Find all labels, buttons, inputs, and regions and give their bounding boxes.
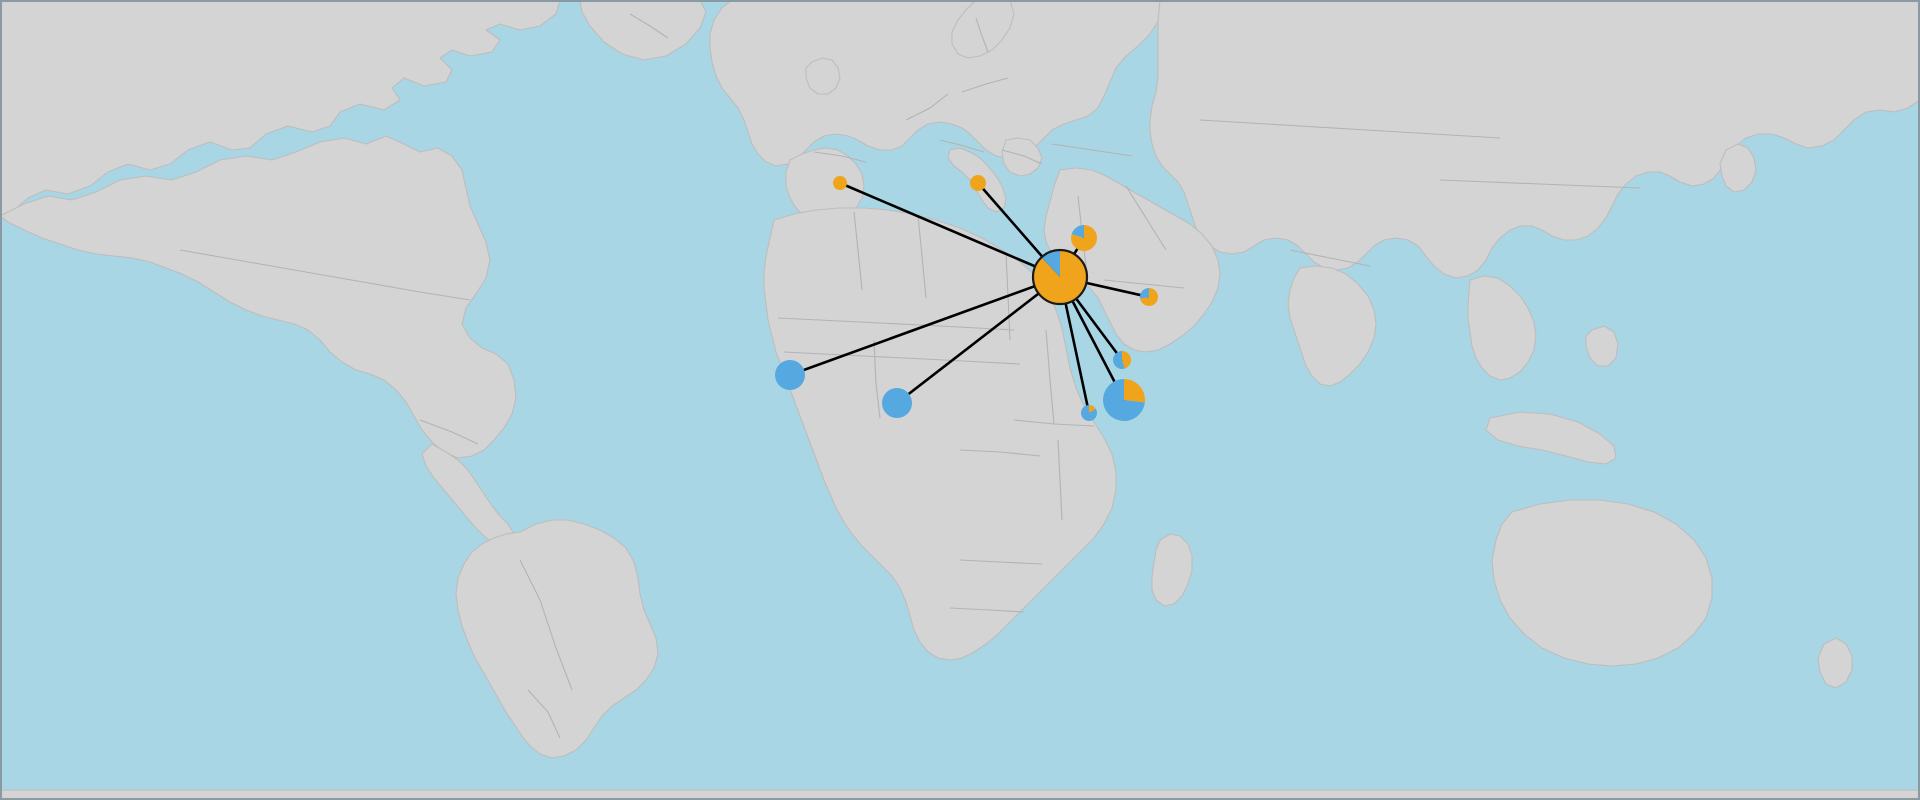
land-japan: [1719, 143, 1757, 193]
border-sahel-horizontal: [777, 317, 1015, 331]
land-antarctica-strip: [0, 789, 1920, 800]
border-greenland-inner: [629, 13, 669, 39]
land-new-zealand: [1817, 637, 1853, 689]
node-levant[interactable]: [1071, 225, 1097, 251]
node-italy-wedge-0: [970, 175, 986, 191]
node-nigeria[interactable]: [882, 388, 912, 418]
border-nigeria-west: [873, 339, 881, 419]
node-south-sudan-wedge-0: [1089, 405, 1096, 413]
node-south-sudan[interactable]: [1081, 405, 1097, 421]
land-british-isles: [805, 57, 841, 95]
border-maghreb-2: [917, 215, 927, 299]
land-balkans-greece: [1001, 137, 1043, 177]
border-poland: [961, 77, 1009, 93]
land-south-america: [455, 519, 659, 759]
border-usa-canada: [179, 249, 471, 301]
country-border-layer: [179, 13, 1641, 739]
border-balkans: [1001, 149, 1043, 165]
egypt-hub-outline: [1031, 248, 1089, 306]
flow-nodes-layer: [775, 175, 1158, 421]
land-greenland: [579, 0, 707, 61]
border-arabia: [1103, 279, 1185, 289]
node-ethiopia[interactable]: [1103, 379, 1145, 421]
node-saudi-arabia-wedge-1: [1140, 288, 1149, 299]
land-australia: [1491, 499, 1713, 667]
node-guinea-wedge-1: [775, 360, 805, 390]
node-nigeria-wedge-1: [882, 388, 912, 418]
border-sahel-2: [783, 351, 1021, 365]
land-southeast-asia: [1467, 275, 1537, 381]
border-sudan-ssudan: [1013, 419, 1095, 427]
land-indonesia: [1485, 411, 1617, 465]
border-argentina: [527, 689, 561, 739]
land-asia: [1149, 0, 1920, 279]
border-usa-mexico: [419, 419, 479, 445]
node-guinea[interactable]: [775, 360, 805, 390]
edge-hub-spain[interactable]: [838, 181, 1062, 279]
node-italy[interactable]: [970, 175, 986, 191]
egypt-hub-wedge-1: [1041, 250, 1060, 277]
border-india-north: [1289, 249, 1371, 267]
border-russia-south: [1199, 119, 1501, 139]
egypt-hub[interactable]: [1031, 248, 1089, 306]
node-eritrea[interactable]: [1113, 351, 1131, 369]
border-southern-africa: [959, 559, 1043, 565]
node-levant-wedge-1: [1071, 225, 1084, 238]
border-italy-north: [939, 139, 985, 153]
border-turkey: [1051, 143, 1133, 157]
node-ethiopia-wedge-1: [1103, 379, 1145, 421]
border-southern-africa-2: [949, 607, 1025, 613]
border-congo: [959, 449, 1041, 457]
land-philippines: [1585, 325, 1619, 367]
node-spain-wedge-0: [833, 176, 847, 190]
land-north-america: [0, 0, 561, 219]
border-france-spain: [813, 151, 867, 163]
node-eritrea-wedge-1: [1113, 351, 1125, 369]
land-europe: [709, 0, 1161, 167]
node-eritrea-wedge-0: [1122, 351, 1131, 369]
edge-hub-nigeria[interactable]: [895, 275, 1062, 405]
node-spain[interactable]: [833, 176, 847, 190]
border-chad-sudan: [1045, 329, 1055, 425]
border-germany: [905, 93, 949, 121]
land-scandinavia: [951, 0, 1015, 59]
land-india: [1287, 265, 1377, 387]
node-saudi-arabia-wedge-0: [1140, 288, 1158, 306]
border-east-africa: [1057, 439, 1063, 521]
border-china-north: [1439, 179, 1641, 189]
border-brazil-west: [519, 559, 573, 691]
node-saudi-arabia[interactable]: [1140, 288, 1158, 306]
land-madagascar: [1151, 533, 1193, 607]
land-canada-usa: [0, 135, 517, 459]
edge-hub-guinea[interactable]: [788, 275, 1062, 377]
border-maghreb-1: [853, 211, 863, 291]
border-iraq-iran: [1125, 185, 1167, 251]
border-scandinavia-inner: [975, 17, 989, 53]
node-ethiopia-wedge-0: [1124, 379, 1145, 403]
node-south-sudan-wedge-1: [1081, 405, 1097, 421]
